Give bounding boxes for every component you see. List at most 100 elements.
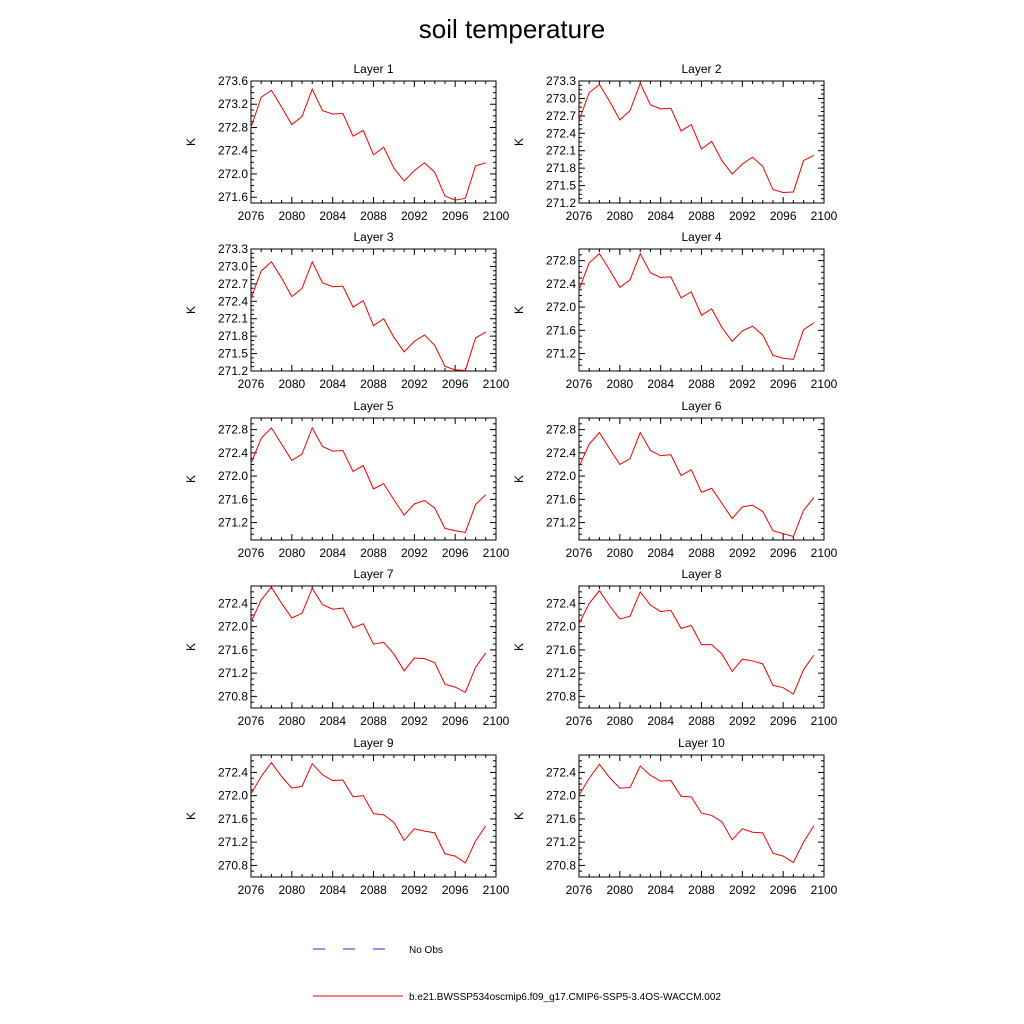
y-tick-label: 273.0 — [218, 259, 248, 273]
x-tick-label: 2080 — [606, 377, 633, 391]
panel-title: Layer 7 — [353, 567, 393, 581]
y-tick-label: 271.2 — [546, 196, 576, 210]
panel-title: Layer 1 — [353, 62, 393, 76]
series-line — [578, 252, 815, 360]
x-tick-label: 2100 — [811, 546, 838, 560]
panel-title: Layer 3 — [353, 230, 393, 244]
x-tick-label: 2100 — [811, 209, 838, 223]
x-tick-label: 2096 — [770, 377, 797, 391]
y-tick-label: 271.5 — [546, 179, 576, 193]
y-tick-label: 272.0 — [218, 620, 248, 634]
plot-frame — [578, 417, 825, 541]
panel-title: Layer 4 — [681, 230, 721, 244]
series-line — [250, 87, 486, 201]
plot-frame — [250, 80, 497, 204]
x-tick-label: 2088 — [688, 546, 715, 560]
x-tick-label: 2080 — [606, 546, 633, 560]
y-tick-label: 270.8 — [546, 858, 576, 872]
x-tick-label: 2096 — [442, 883, 469, 897]
x-tick-label: 2100 — [483, 546, 510, 560]
panel-title: Layer 8 — [681, 567, 721, 581]
x-tick-label: 2100 — [483, 883, 510, 897]
y-axis-label: K — [184, 306, 198, 314]
panel-8: Layer 8 K 2076 2080 2084 2088 2092 2096 2100 270.… — [512, 567, 838, 728]
x-tick-label: 2076 — [238, 883, 265, 897]
y-tick-label: 272.0 — [218, 167, 248, 181]
series-line — [250, 761, 487, 864]
x-tick-label: 2100 — [483, 209, 510, 223]
panel-9: Layer 9 K 2076 2080 2084 2088 2092 2096 2100 270.… — [184, 736, 510, 897]
y-tick-label: 272.4 — [218, 596, 248, 610]
y-tick-label: 271.2 — [546, 666, 576, 680]
plot-frame — [578, 80, 825, 204]
x-tick-label: 2088 — [688, 883, 715, 897]
y-tick-label: 271.2 — [218, 364, 248, 378]
y-tick-label: 272.0 — [546, 300, 576, 314]
series-line — [250, 426, 487, 534]
y-tick-label: 273.3 — [218, 242, 248, 256]
x-tick-label: 2076 — [566, 377, 593, 391]
y-axis-label: K — [184, 812, 198, 820]
x-tick-label: 2084 — [319, 546, 346, 560]
x-tick-label: 2096 — [442, 714, 469, 728]
x-tick-label: 2096 — [442, 209, 469, 223]
y-tick-label: 271.2 — [218, 516, 248, 530]
x-tick-label: 2092 — [401, 546, 428, 560]
y-tick-label: 272.7 — [546, 109, 576, 123]
y-tick-label: 272.8 — [218, 423, 248, 437]
y-tick-label: 271.2 — [546, 516, 576, 530]
panel-title: Layer 9 — [353, 736, 393, 750]
y-tick-label: 271.8 — [546, 161, 576, 175]
x-tick-label: 2080 — [278, 546, 305, 560]
panel-title: Layer 2 — [681, 62, 721, 76]
x-tick-label: 2076 — [238, 377, 265, 391]
series-line — [578, 763, 815, 864]
x-tick-label: 2096 — [770, 883, 797, 897]
y-tick-label: 271.2 — [218, 666, 248, 680]
x-tick-label: 2092 — [729, 883, 756, 897]
x-tick-label: 2084 — [647, 209, 674, 223]
y-axis-label: K — [512, 138, 526, 146]
panel-7: Layer 7 K 2076 2080 2084 2088 2092 2096 2100 270.… — [184, 567, 510, 728]
x-tick-label: 2084 — [319, 377, 346, 391]
y-tick-label: 272.4 — [546, 277, 576, 291]
y-tick-label: 272.4 — [218, 765, 248, 779]
x-tick-label: 2084 — [319, 714, 346, 728]
series-line — [578, 431, 815, 538]
y-axis-label: K — [184, 138, 198, 146]
plot-frame — [578, 248, 825, 372]
x-tick-label: 2076 — [238, 714, 265, 728]
x-tick-label: 2092 — [401, 714, 428, 728]
x-tick-label: 2088 — [360, 714, 387, 728]
x-tick-label: 2084 — [319, 883, 346, 897]
y-axis-label: K — [512, 475, 526, 483]
y-tick-label: 272.4 — [218, 294, 248, 308]
x-tick-label: 2084 — [319, 209, 346, 223]
x-tick-label: 2096 — [442, 546, 469, 560]
panel-2: Layer 2 K 2076 2080 2084 2088 2092 2096 2100 271.… — [512, 62, 838, 223]
y-tick-label: 271.2 — [218, 835, 248, 849]
y-tick-label: 271.6 — [218, 190, 248, 204]
y-tick-label: 273.3 — [546, 74, 576, 88]
y-tick-label: 272.8 — [218, 120, 248, 134]
x-tick-label: 2088 — [688, 377, 715, 391]
x-tick-label: 2100 — [483, 377, 510, 391]
y-tick-label: 271.6 — [218, 812, 248, 826]
x-tick-label: 2092 — [401, 209, 428, 223]
x-tick-label: 2076 — [566, 546, 593, 560]
panel-3: Layer 3 K 2076 2080 2084 2088 2092 2096 2100 271.… — [184, 230, 510, 391]
x-tick-label: 2100 — [811, 883, 838, 897]
x-tick-label: 2092 — [401, 883, 428, 897]
series-line — [250, 586, 487, 694]
y-axis-label: K — [184, 475, 198, 483]
y-tick-label: 270.8 — [546, 689, 576, 703]
x-tick-label: 2092 — [729, 714, 756, 728]
panel-1: Layer 1 K 2076 2080 2084 2088 2092 2096 2100 271.… — [184, 62, 510, 223]
x-tick-label: 2088 — [360, 546, 387, 560]
x-tick-label: 2092 — [401, 377, 428, 391]
y-tick-label: 272.0 — [218, 789, 248, 803]
chart-title: soil temperature — [418, 14, 606, 44]
x-tick-label: 2092 — [729, 209, 756, 223]
y-tick-label: 272.4 — [218, 144, 248, 158]
